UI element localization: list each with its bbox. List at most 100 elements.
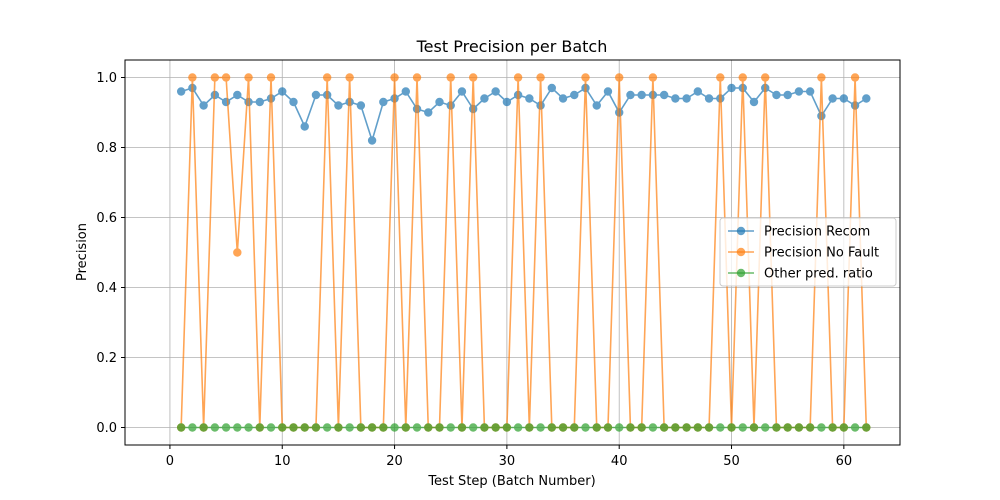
data-point: [570, 90, 579, 100]
data-point: [704, 94, 714, 103]
data-point: [199, 423, 208, 432]
y-tick-label: 0.6: [96, 211, 117, 226]
data-point: [311, 90, 321, 100]
data-point: [828, 423, 837, 432]
x-tick-label: 10: [274, 454, 291, 469]
data-point: [671, 423, 680, 432]
data-point: [334, 423, 343, 432]
data-point: [266, 73, 276, 82]
data-point: [401, 87, 410, 96]
data-point: [289, 97, 298, 107]
data-point: [356, 423, 366, 432]
series-layer: [176, 73, 871, 432]
data-point: [345, 423, 354, 432]
x-tick-label: 40: [611, 454, 628, 469]
data-point: [805, 87, 815, 96]
series-2: [176, 423, 871, 432]
data-point: [603, 423, 613, 432]
data-point: [457, 423, 467, 432]
data-point: [648, 73, 658, 82]
data-point: [817, 73, 826, 82]
y-tick-label: 0.0: [96, 421, 117, 436]
data-point: [536, 423, 545, 432]
data-point: [637, 90, 646, 100]
data-point: [626, 90, 635, 100]
y-tick-label: 0.8: [96, 141, 117, 156]
data-point: [502, 97, 512, 107]
data-point: [536, 101, 545, 110]
data-point: [794, 423, 804, 432]
data-point: [300, 122, 309, 131]
data-point: [615, 73, 624, 82]
y-axis: 0.0 0.2 0.4 0.6 0.8 1.0: [96, 71, 125, 436]
data-point: [839, 94, 849, 103]
data-point: [603, 87, 613, 96]
data-point: [558, 423, 568, 432]
x-tick-label: 60: [836, 454, 853, 469]
data-point: [188, 423, 197, 432]
data-point: [570, 423, 579, 432]
legend-label: Other pred. ratio: [764, 267, 873, 282]
plot-frame: [124, 59, 901, 446]
data-point: [468, 104, 478, 114]
data-point: [761, 423, 770, 432]
data-point: [581, 73, 590, 82]
chart-title: Test Precision per Batch: [416, 37, 608, 56]
data-point: [176, 87, 186, 96]
data-point: [738, 73, 747, 82]
data-point: [255, 423, 264, 432]
y-tick-label: 0.4: [96, 281, 117, 296]
data-point: [491, 423, 500, 432]
data-point: [502, 423, 512, 432]
data-point: [592, 423, 601, 432]
data-point: [513, 73, 523, 82]
legend-item: Other pred. ratio: [728, 267, 873, 282]
x-tick-label: 50: [723, 454, 740, 469]
data-point: [659, 423, 669, 432]
data-point: [412, 73, 422, 82]
data-point: [749, 423, 759, 432]
legend-swatch-marker: [736, 247, 746, 257]
data-point: [513, 423, 523, 432]
data-point: [210, 73, 220, 82]
data-point: [334, 101, 343, 110]
data-point: [749, 97, 759, 107]
data-point: [704, 423, 714, 432]
legend-swatch-marker: [736, 268, 746, 278]
data-point: [558, 94, 568, 103]
data-point: [457, 87, 467, 96]
data-point: [727, 83, 736, 93]
y-axis-label: Precision: [75, 223, 90, 281]
data-point: [244, 73, 253, 82]
data-point: [480, 94, 489, 103]
data-point: [401, 423, 410, 432]
data-point: [278, 87, 287, 96]
data-point: [379, 423, 388, 432]
data-point: [547, 423, 557, 432]
data-point: [862, 94, 871, 103]
data-point: [772, 90, 781, 100]
data-point: [716, 423, 725, 432]
data-point: [221, 423, 231, 432]
data-point: [468, 73, 478, 82]
data-point: [345, 73, 354, 82]
data-point: [367, 136, 377, 145]
data-point: [435, 423, 444, 432]
x-axis: 0 10 20 30 40 50 60: [166, 445, 852, 469]
data-point: [592, 101, 601, 110]
data-point: [491, 87, 500, 96]
data-point: [210, 423, 220, 432]
data-point: [626, 423, 635, 432]
data-point: [850, 73, 860, 82]
data-point: [176, 423, 186, 432]
data-point: [412, 104, 422, 114]
data-point: [435, 97, 444, 107]
data-point: [772, 423, 781, 432]
x-tick-label: 0: [166, 454, 174, 469]
data-point: [682, 94, 691, 103]
data-point: [446, 73, 455, 82]
data-point: [839, 423, 849, 432]
data-point: [536, 73, 545, 82]
data-point: [693, 87, 703, 96]
